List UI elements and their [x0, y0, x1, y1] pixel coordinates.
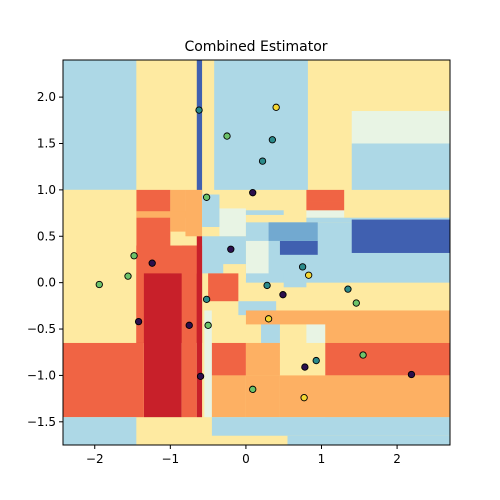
data-point [95, 280, 103, 289]
y-tick-label: 1.0 [37, 183, 56, 197]
decision-region [306, 201, 345, 211]
data-point [249, 189, 257, 197]
decision-region [245, 342, 280, 376]
data-point [202, 295, 211, 303]
data-point [352, 299, 360, 307]
data-point [148, 259, 156, 267]
data-point [227, 245, 235, 253]
data-point [258, 157, 267, 165]
decision-region [204, 435, 288, 445]
y-tick-label: 1.5 [37, 136, 56, 150]
decision-region [325, 310, 450, 343]
data-point [196, 372, 205, 380]
decision-region [214, 60, 308, 190]
x-tick-label: 0 [242, 452, 250, 466]
decision-region [63, 189, 137, 343]
x-tick-label: 2 [393, 452, 401, 466]
y-tick-label: −0.5 [27, 322, 56, 336]
data-point [134, 317, 143, 326]
decision-region [219, 208, 246, 237]
decision-region [245, 375, 280, 418]
decision-region [196, 236, 203, 418]
data-point [268, 136, 277, 144]
decision-region [143, 273, 182, 418]
y-axis: −1.5 −1.0 −0.5 0.0 0.5 1.0 1.5 2.0 [27, 90, 63, 429]
plot-frame [62, 59, 451, 446]
data-point [264, 315, 273, 323]
decision-region [202, 194, 220, 227]
decision-region [211, 417, 450, 436]
decision-region [170, 189, 186, 232]
decision-region [208, 273, 239, 302]
data-point [272, 103, 280, 111]
decision-region [268, 222, 318, 241]
data-points [95, 103, 416, 402]
data-point [263, 281, 271, 290]
chart-title: Combined Estimator [184, 39, 327, 55]
decision-region [136, 211, 186, 218]
decision-region [185, 189, 203, 237]
y-tick-label: 0.0 [37, 276, 56, 290]
decision-region [211, 375, 246, 418]
decision-region [196, 60, 203, 195]
y-tick-label: 2.0 [37, 90, 56, 104]
data-point [301, 363, 309, 371]
data-point [298, 263, 307, 271]
data-point [185, 321, 193, 329]
decision-region [351, 219, 450, 253]
data-point [305, 271, 313, 279]
y-tick-label: −1.5 [27, 415, 56, 429]
decision-region [325, 375, 450, 418]
decision-regions [63, 60, 450, 445]
data-point [195, 106, 203, 114]
data-point [124, 272, 132, 280]
decision-region [306, 210, 345, 218]
data-point [344, 285, 352, 293]
decision-region [351, 111, 450, 144]
decision-region [204, 310, 212, 418]
decision-region [287, 435, 450, 445]
data-point [223, 132, 231, 140]
decision-region [63, 60, 137, 190]
x-tick-label: −2 [86, 452, 104, 466]
decision-region [245, 240, 269, 274]
decision-region [245, 210, 284, 215]
data-point [407, 370, 416, 379]
data-point [249, 385, 257, 393]
data-point [279, 291, 287, 299]
decision-region [181, 245, 197, 418]
y-tick-label: 0.5 [37, 229, 56, 243]
decision-region [63, 342, 144, 418]
decision-region [351, 143, 450, 190]
decision-region [306, 189, 345, 202]
decision-region [325, 342, 450, 376]
data-point [202, 193, 211, 201]
data-point [300, 394, 308, 402]
data-point [359, 351, 367, 359]
data-point [130, 252, 138, 260]
decision-region [211, 342, 246, 376]
y-tick-label: −1.0 [27, 368, 56, 382]
x-tick-label: −1 [161, 452, 179, 466]
decision-region [63, 417, 137, 445]
x-axis: −2 −1 0 1 2 [86, 445, 401, 466]
x-tick-label: 1 [318, 452, 326, 466]
decision-region [279, 240, 318, 255]
decision-region [283, 273, 307, 288]
data-point [204, 321, 212, 329]
data-point [312, 356, 320, 365]
